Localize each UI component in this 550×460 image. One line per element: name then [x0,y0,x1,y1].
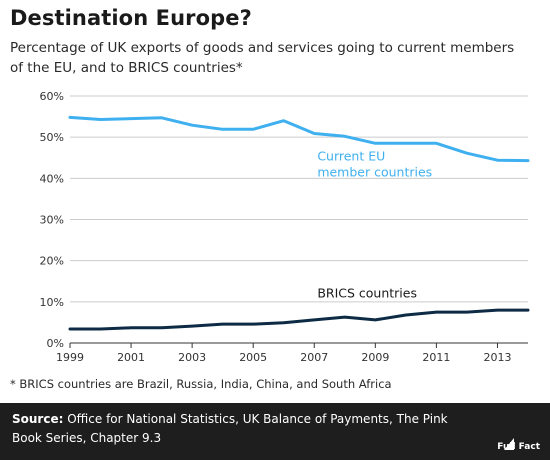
line-chart: 0% 10% 20% 30% 40% 50% 60% 1999 2001 2003 2005 2007… [40,90,530,364]
x-tick-label: 2007 [300,351,328,364]
source-note: Source: Office for National Statistics, … [12,410,467,448]
y-tick-label: 0% [47,337,64,350]
footer-bar: Source: Office for National Statistics, … [0,403,550,460]
eu-series-label: Current EU [317,149,385,164]
footnote: * BRICS countries are Brazil, Russia, In… [10,377,392,391]
y-tick-label: 30% [40,214,64,227]
full-fact-logo: Full Fact [496,426,540,452]
y-tick-label: 10% [40,296,64,309]
y-tick-label: 60% [40,90,64,103]
series-layer [68,115,530,331]
x-tick-label: 2009 [361,351,389,364]
eu-series-line [68,115,530,163]
chart-title: Destination Europe? [10,6,252,30]
y-tick-label: 40% [40,172,64,185]
brics-series-line [68,308,530,331]
x-tick-label: 1999 [56,351,84,364]
x-tick-label: 2001 [117,351,145,364]
source-label: Source: [12,412,64,426]
x-tick-label: 2013 [483,351,511,364]
y-tick-label: 50% [40,131,64,144]
logo-mark-icon [504,438,514,450]
grid-layer [70,95,528,303]
x-tick-label: 2011 [422,351,450,364]
chart-subtitle: Percentage of UK exports of goods and se… [10,40,515,76]
brics-series-label: BRICS countries [317,285,417,300]
axis-layer: 0% 10% 20% 30% 40% 50% 60% 1999 2001 2003 2005 2007… [40,90,528,364]
y-tick-label: 20% [40,255,64,268]
eu-series-label: member countries [317,165,432,180]
x-tick-label: 2003 [178,351,206,364]
x-tick-label: 2005 [239,351,267,364]
logo-text: Full Fact [497,442,540,452]
source-text: Office for National Statistics, UK Balan… [12,412,448,445]
